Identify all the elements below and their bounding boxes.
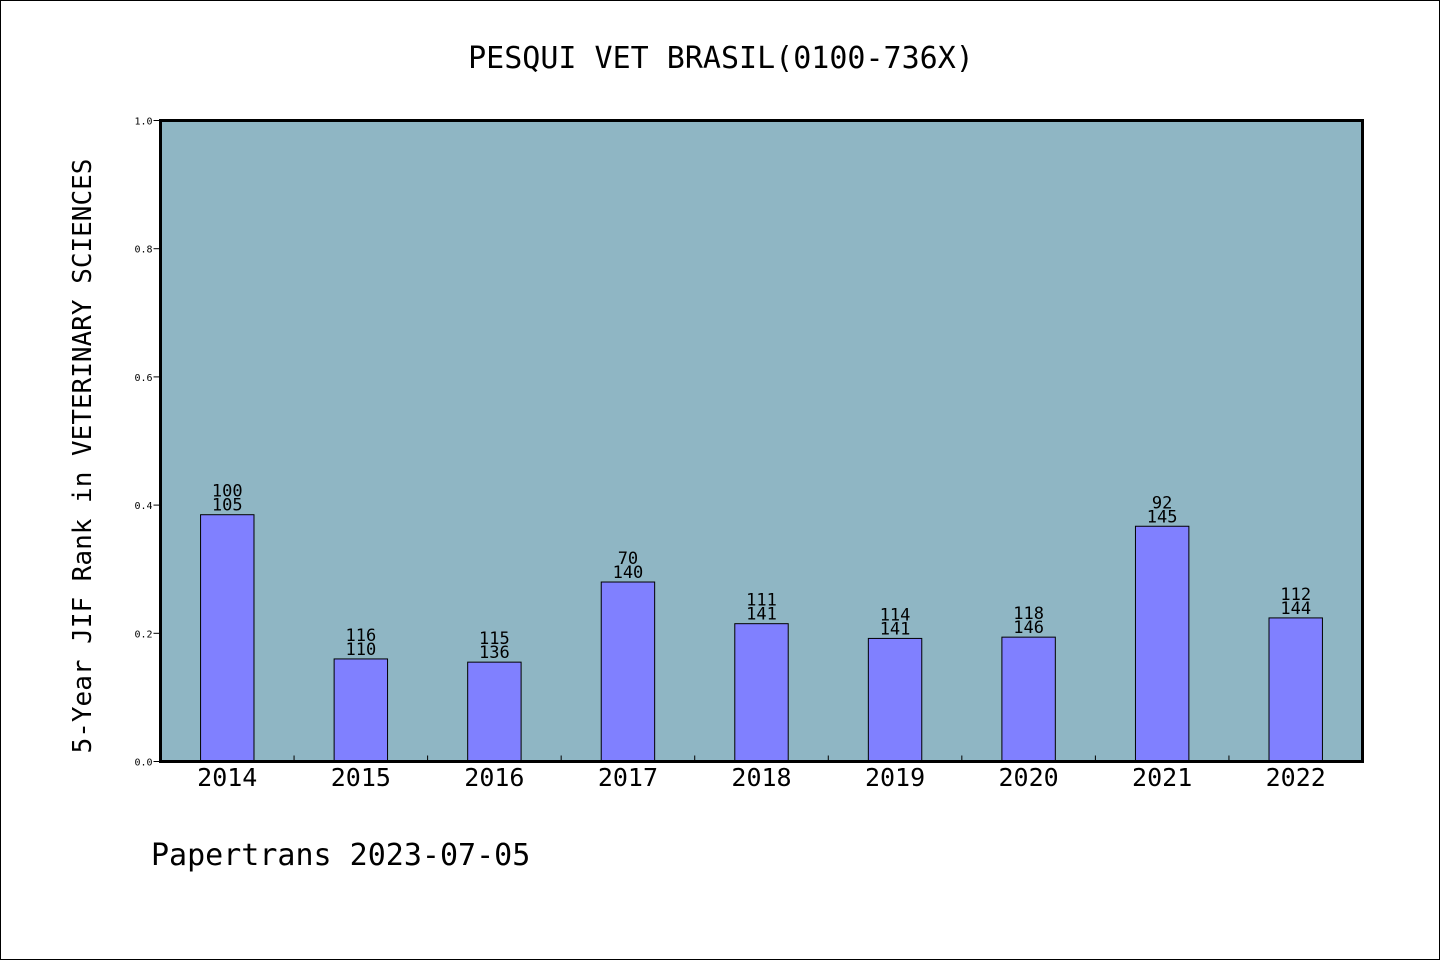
data-label-bottom: 136 — [479, 643, 510, 663]
data-label-bottom: 141 — [880, 619, 911, 639]
y-tick-label: 0.6 — [134, 373, 152, 384]
bar-2014 — [200, 514, 255, 763]
x-tick-label: 2022 — [1266, 763, 1326, 792]
x-tick-label: 2014 — [197, 763, 257, 792]
bar-2017 — [600, 581, 656, 763]
plot-border — [159, 119, 1364, 763]
data-label-top: 92 — [1152, 493, 1172, 513]
chart-title: PESQUI VET BRASIL(0100-736X) — [468, 41, 974, 76]
y-axis-label: 5-Year JIF Rank in VETERINARY SCIENCES — [68, 159, 98, 754]
y-tick-label: 0.0 — [134, 758, 152, 769]
data-label-top: 115 — [479, 629, 510, 649]
data-label-bottom: 146 — [1013, 618, 1044, 638]
data-label-top: 116 — [345, 626, 376, 646]
x-tick-label: 2018 — [731, 763, 791, 792]
x-tick-label: 2015 — [331, 763, 391, 792]
y-tick-label: 1.0 — [134, 117, 152, 128]
x-tick-label: 2021 — [1132, 763, 1192, 792]
bar-2021 — [1134, 525, 1190, 762]
bar-2022 — [1268, 617, 1323, 763]
y-tick-label: 0.4 — [134, 501, 152, 512]
data-label-top: 70 — [618, 549, 638, 569]
x-tick-label: 2020 — [999, 763, 1059, 792]
bar-2016 — [467, 661, 522, 763]
x-axis: 2014 2015 2016 2017 2018 2019 2020 2021 2022 — [197, 755, 1326, 792]
data-label-bottom: 105 — [212, 496, 243, 516]
data-label-top: 111 — [746, 591, 777, 611]
bars — [200, 514, 1323, 763]
data-label-top: 112 — [1280, 585, 1311, 605]
data-label-bottom: 145 — [1147, 507, 1178, 527]
x-tick-label: 2016 — [464, 763, 524, 792]
y-axis: 0.0 0.2 0.4 0.6 0.8 1.0 — [134, 117, 161, 769]
bar-2019 — [867, 637, 923, 762]
bar-2018 — [734, 623, 789, 762]
data-label-top: 118 — [1013, 604, 1044, 624]
data-label-top: 100 — [212, 482, 243, 502]
data-label-top: 114 — [880, 605, 911, 625]
bar-2015 — [333, 658, 389, 762]
footer-credit: Papertrans 2023-07-05 — [151, 838, 530, 873]
y-tick-label: 0.2 — [134, 629, 152, 640]
y-tick-label: 0.8 — [134, 245, 152, 256]
x-tick-label: 2017 — [598, 763, 658, 792]
x-tick-label: 2019 — [865, 763, 925, 792]
data-label-bottom: 144 — [1280, 599, 1311, 619]
bar-2020 — [1001, 636, 1056, 762]
data-label-bottom: 140 — [613, 563, 644, 583]
data-label-bottom: 110 — [345, 640, 376, 660]
data-label-bottom: 141 — [746, 605, 777, 625]
